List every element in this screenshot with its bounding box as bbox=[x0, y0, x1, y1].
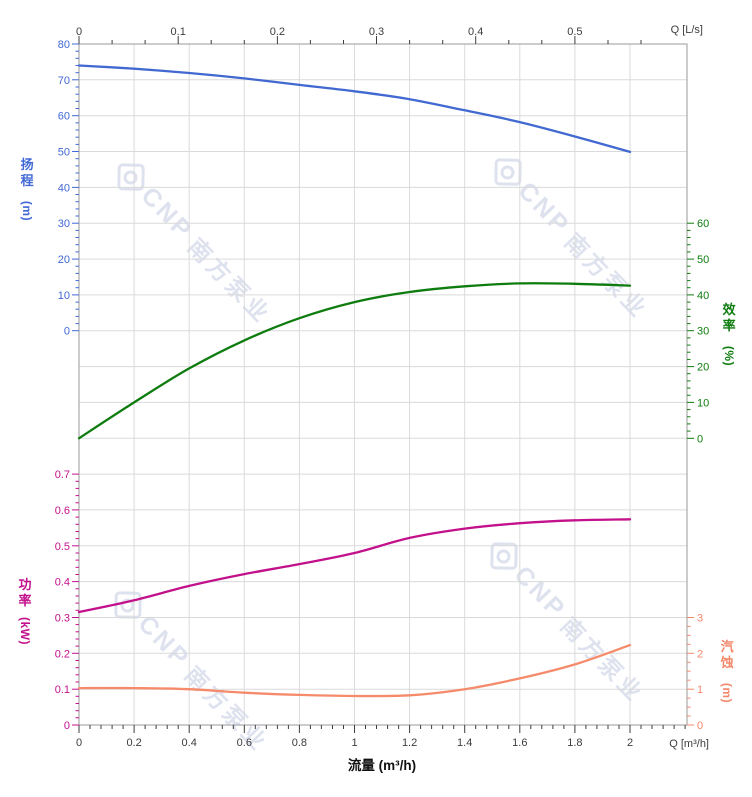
head-axis-title: 扬程 (m) bbox=[17, 157, 37, 222]
svg-text:10: 10 bbox=[58, 290, 70, 302]
efficiency-axis-title: 效率 (%) bbox=[719, 302, 739, 367]
top-axis-ticks bbox=[78, 36, 642, 44]
svg-text:0.4: 0.4 bbox=[55, 577, 70, 589]
svg-text:40: 40 bbox=[58, 182, 70, 194]
svg-text:0.5: 0.5 bbox=[567, 26, 582, 38]
power-curve bbox=[77, 518, 632, 614]
npsh-axis-title: 汽蚀 (m) bbox=[717, 639, 737, 704]
svg-text:1: 1 bbox=[697, 684, 703, 696]
svg-text:2: 2 bbox=[627, 737, 633, 749]
svg-text:0.2: 0.2 bbox=[55, 648, 70, 660]
efficiency-axis-title-text: 效率 bbox=[722, 302, 736, 333]
svg-text:0.4: 0.4 bbox=[182, 737, 197, 749]
svg-text:70: 70 bbox=[58, 75, 70, 87]
svg-text:0.8: 0.8 bbox=[292, 737, 307, 749]
power-axis-title: 功率 (kW) bbox=[11, 577, 39, 645]
x-axis-label: 流量 (m³/h) bbox=[347, 758, 417, 773]
svg-text:60: 60 bbox=[58, 111, 70, 123]
power-axis-title-text: 功率 bbox=[18, 577, 32, 608]
head-axis-title-text: 扬程 bbox=[20, 157, 34, 188]
svg-text:1: 1 bbox=[351, 737, 357, 749]
bottom-axis-ticks bbox=[78, 725, 686, 733]
plot-border bbox=[78, 43, 688, 726]
svg-text:0.1: 0.1 bbox=[55, 684, 70, 696]
svg-text:0.1: 0.1 bbox=[171, 26, 186, 38]
svg-text:1.6: 1.6 bbox=[512, 737, 527, 749]
npsh-axis-unit: (m) bbox=[720, 682, 735, 704]
svg-text:10: 10 bbox=[697, 397, 709, 409]
svg-text:60: 60 bbox=[697, 218, 709, 230]
svg-text:0.3: 0.3 bbox=[369, 26, 384, 38]
svg-text:0: 0 bbox=[697, 720, 703, 732]
svg-text:30: 30 bbox=[697, 326, 709, 338]
svg-text:2: 2 bbox=[697, 648, 703, 660]
svg-text:0: 0 bbox=[64, 326, 70, 338]
svg-text:20: 20 bbox=[58, 254, 70, 266]
bottom-axis-unit-label: Q [m³/h] bbox=[669, 738, 709, 750]
svg-text:3: 3 bbox=[697, 613, 703, 625]
svg-text:1.2: 1.2 bbox=[402, 737, 417, 749]
npsh-axis-title-text: 汽蚀 bbox=[720, 639, 734, 670]
svg-text:0: 0 bbox=[76, 737, 82, 749]
efficiency-curve bbox=[77, 282, 632, 440]
svg-text:0.2: 0.2 bbox=[270, 26, 285, 38]
svg-text:30: 30 bbox=[58, 218, 70, 230]
head-axis-ticks bbox=[72, 43, 79, 332]
npsh-axis-ticks bbox=[687, 617, 694, 726]
efficiency-axis-unit: (%) bbox=[722, 345, 737, 367]
svg-text:0.4: 0.4 bbox=[468, 26, 483, 38]
svg-text:0.3: 0.3 bbox=[55, 613, 70, 625]
svg-text:1.4: 1.4 bbox=[457, 737, 472, 749]
head-axis-unit: (m) bbox=[20, 200, 35, 222]
efficiency-axis-ticks bbox=[687, 222, 694, 439]
svg-text:0: 0 bbox=[697, 433, 703, 445]
power-axis-unit: (kW) bbox=[18, 617, 32, 645]
svg-text:0: 0 bbox=[76, 26, 82, 38]
head-curve bbox=[77, 64, 632, 154]
svg-text:80: 80 bbox=[58, 39, 70, 51]
svg-text:0.6: 0.6 bbox=[55, 505, 70, 517]
svg-text:0: 0 bbox=[64, 720, 70, 732]
svg-text:0.6: 0.6 bbox=[237, 737, 252, 749]
top-axis-unit-label: Q [L/s] bbox=[670, 24, 703, 36]
svg-text:1.8: 1.8 bbox=[567, 737, 582, 749]
svg-text:40: 40 bbox=[697, 290, 709, 302]
svg-text:50: 50 bbox=[697, 254, 709, 266]
svg-text:0.7: 0.7 bbox=[55, 469, 70, 481]
svg-text:0.2: 0.2 bbox=[126, 737, 141, 749]
power-axis-ticks bbox=[72, 473, 79, 726]
svg-text:0.5: 0.5 bbox=[55, 541, 70, 553]
gridlines bbox=[79, 44, 687, 725]
svg-text:20: 20 bbox=[697, 362, 709, 374]
svg-text:50: 50 bbox=[58, 147, 70, 159]
npsh-curve bbox=[77, 643, 632, 698]
